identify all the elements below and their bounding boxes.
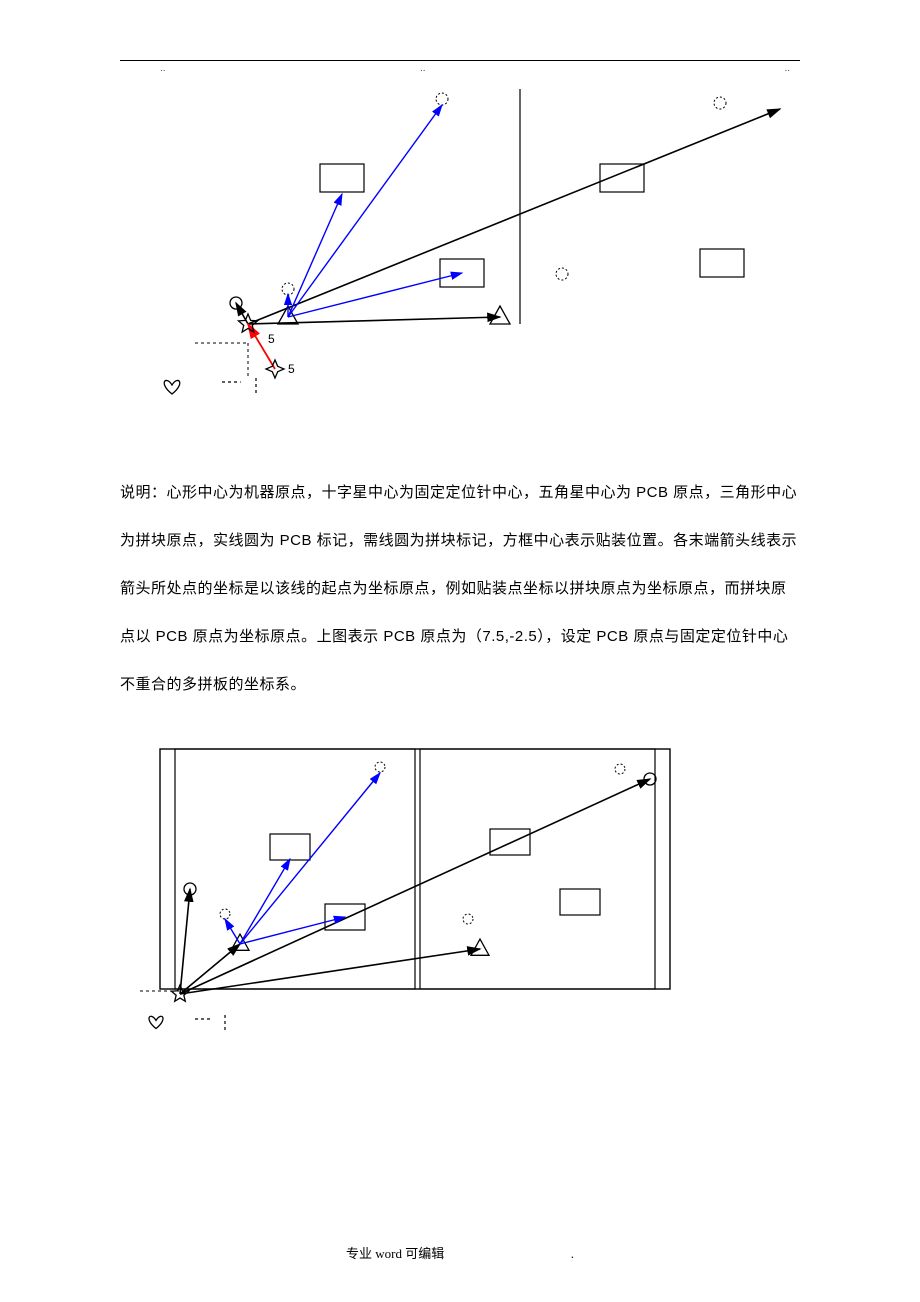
footer-text: 专业 word 可编辑	[346, 1246, 444, 1261]
header-dots: .. .. ..	[120, 69, 800, 79]
footer-tail: .	[571, 1246, 574, 1261]
explanation-text: 说明：心形中心为机器原点，十字星中心为固定定位针中心，五角星中心为 PCB 原点…	[120, 484, 797, 693]
header-dot: ..	[420, 63, 426, 74]
figure-1-svg: 55	[120, 79, 800, 419]
header-dot: ..	[784, 63, 790, 74]
svg-text:5: 5	[288, 362, 295, 376]
figure-2-svg	[120, 739, 680, 1039]
figure-2	[120, 739, 800, 1059]
footer: 专业 word 可编辑 .	[0, 1243, 920, 1262]
header-dot: ..	[160, 63, 166, 74]
page: .. .. .. 55 说明：心形中心为机器原点，十字星中心为固定定位针中心，五…	[0, 0, 920, 1302]
explanation-paragraph: 说明：心形中心为机器原点，十字星中心为固定定位针中心，五角星中心为 PCB 原点…	[120, 469, 800, 709]
svg-text:5: 5	[268, 332, 275, 346]
header-rule	[120, 60, 800, 61]
figure-1: 55	[120, 79, 800, 419]
